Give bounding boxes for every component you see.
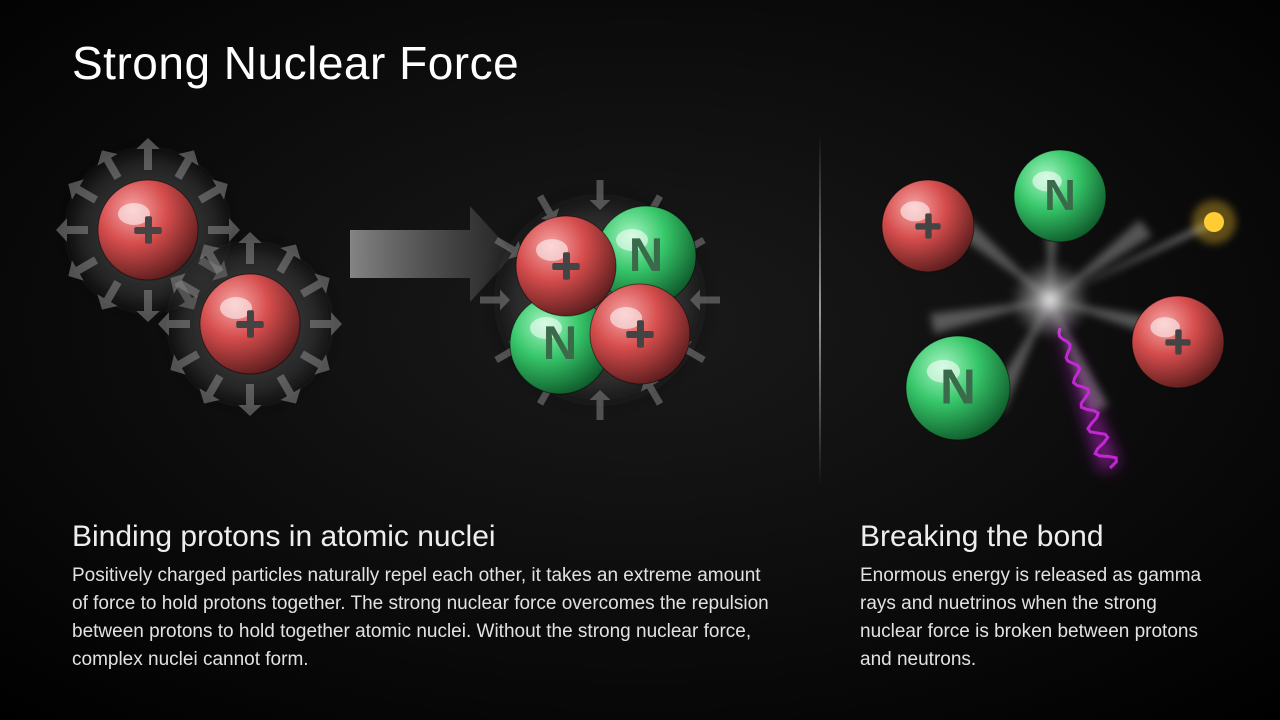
svg-text:N: N [940, 360, 976, 415]
page-title: Strong Nuclear Force [72, 36, 519, 90]
right-subtitle: Breaking the bond [860, 520, 1104, 554]
right-body-text: Enormous energy is released as gamma ray… [860, 562, 1220, 674]
svg-text:N: N [543, 317, 577, 370]
stage: NNNN Strong Nuclear Force Binding proton… [0, 0, 1280, 720]
left-body-text: Positively charged particles naturally r… [72, 562, 772, 674]
proton-particle [516, 216, 616, 316]
proton-particle [1132, 296, 1224, 388]
flash-core [1010, 260, 1090, 340]
proton-particle [200, 274, 300, 374]
left-subtitle: Binding protons in atomic nuclei [72, 520, 496, 554]
nucleus-cluster: NN [480, 180, 720, 420]
svg-text:N: N [1044, 171, 1076, 220]
svg-text:N: N [629, 229, 663, 282]
proton-particle [590, 284, 690, 384]
repel-proton-1 [155, 229, 345, 419]
photon [1204, 212, 1224, 232]
proton-particle [882, 180, 974, 272]
neutron-particle: N [1014, 150, 1106, 242]
neutron-particle: N [906, 336, 1010, 440]
